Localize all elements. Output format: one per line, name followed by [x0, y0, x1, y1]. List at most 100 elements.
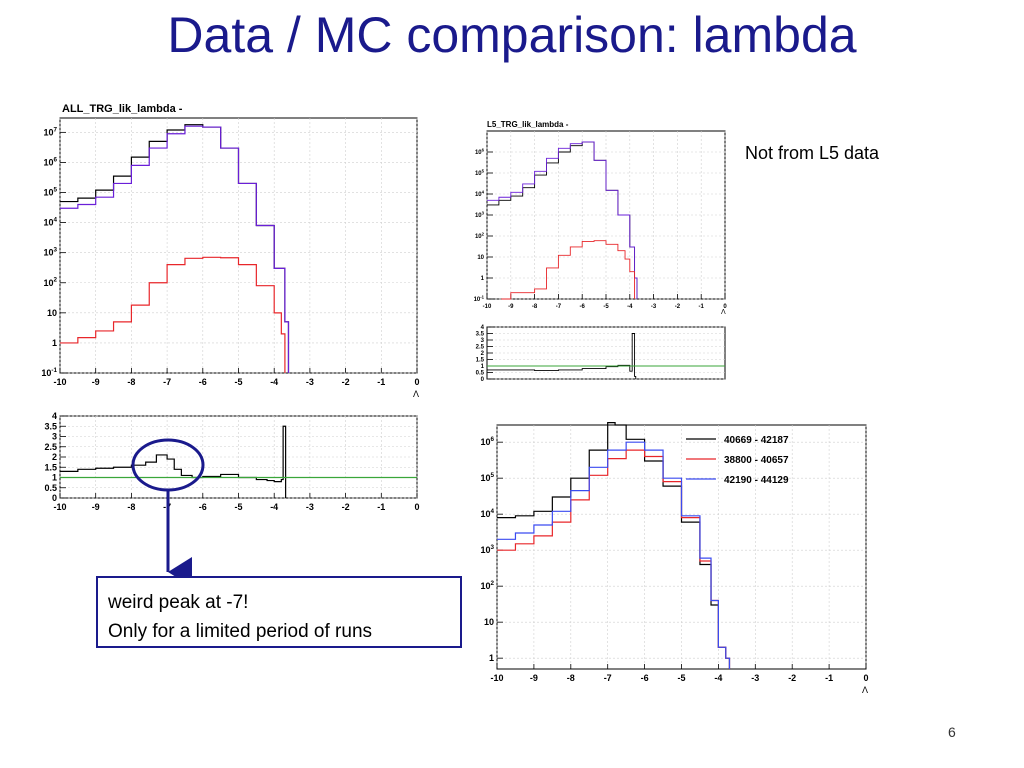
legend-label: 42190 - 44129: [724, 475, 789, 486]
chart-l5: -10 -9 -8 -7 -6 -5 -4 -3 -2 -1 010-111010210310410…: [474, 120, 728, 316]
y-tick-label: 103: [43, 247, 57, 258]
y-tick-label: 1: [489, 653, 494, 663]
chart-title: ALL_TRG_lik_lambda -: [62, 103, 183, 115]
x-tick-label: -6: [199, 377, 207, 387]
y-tick-label: 2: [52, 452, 57, 462]
y-tick-label: 103: [480, 544, 494, 555]
series-line-40669-42187: [497, 421, 731, 669]
x-tick-label: -4: [270, 502, 278, 512]
y-tick-label: 10-1: [41, 367, 57, 378]
y-tick-label: 105: [480, 472, 494, 483]
x-tick-label: -7: [556, 304, 562, 310]
note-text: Not from L5 data: [745, 143, 880, 163]
x-tick-label: -1: [377, 377, 385, 387]
series-line-red: [501, 240, 636, 300]
y-tick-label: 1.5: [44, 462, 57, 472]
y-tick-label: 106: [475, 147, 485, 156]
slide-title: Data / MC comparison: lambda: [167, 7, 857, 63]
series-line-purple: [60, 125, 290, 373]
y-tick-label: 1.5: [476, 358, 485, 364]
series-line-purple: [487, 141, 638, 299]
x-tick-label: -4: [714, 673, 722, 683]
y-tick-label: 102: [475, 231, 485, 240]
x-tick-label: -10: [53, 502, 66, 512]
x-tick-label: -3: [751, 673, 759, 683]
chart-title: L5_TRG_lik_lambda -: [487, 120, 569, 129]
y-tick-label: 0: [52, 493, 57, 503]
chart-runs: -10 -9 -8 -7 -6 -5 -4 -3 -2 -1 0110102103104105106…: [480, 421, 869, 695]
y-tick-label: 4: [481, 325, 485, 331]
callout-box: weird peak at -7! Only for a limited per…: [96, 576, 462, 648]
y-tick-label: 2: [481, 351, 485, 357]
y-tick-label: 0.5: [44, 483, 57, 493]
y-tick-label: 10: [477, 255, 484, 261]
y-tick-label: 104: [480, 508, 494, 519]
x-tick-label: -8: [127, 502, 135, 512]
x-tick-label: -1: [825, 673, 833, 683]
y-tick-label: 106: [480, 436, 494, 447]
x-tick-label: -1: [377, 502, 385, 512]
x-axis-label: Λ: [862, 685, 868, 695]
legend-label: 38800 - 40657: [724, 455, 789, 466]
x-tick-label: -3: [306, 377, 314, 387]
x-tick-label: 0: [863, 673, 868, 683]
x-tick-label: -10: [53, 377, 66, 387]
y-tick-label: 3: [52, 432, 57, 442]
x-tick-label: -1: [699, 304, 705, 310]
x-tick-label: -5: [234, 377, 242, 387]
series-line-red: [60, 256, 286, 373]
series-line-black: [487, 333, 637, 379]
x-tick-label: -10: [490, 673, 503, 683]
y-tick-label: 102: [480, 580, 494, 591]
x-tick-label: -2: [675, 304, 681, 310]
y-tick-label: 3: [481, 338, 485, 344]
x-tick-label: -4: [627, 304, 633, 310]
y-tick-label: 105: [475, 168, 485, 177]
callout-line-1: weird peak at -7!: [108, 592, 249, 613]
slide-number: 6: [948, 724, 956, 740]
y-tick-label: 0.5: [476, 371, 485, 377]
x-tick-label: -9: [530, 673, 538, 683]
y-tick-label: 1: [52, 338, 57, 348]
x-tick-label: -8: [567, 673, 575, 683]
x-tick-label: -8: [532, 304, 538, 310]
y-tick-label: 0: [481, 377, 485, 383]
y-tick-label: 105: [43, 186, 57, 197]
x-tick-label: -2: [342, 377, 350, 387]
legend-label: 40669 - 42187: [724, 435, 789, 446]
x-tick-label: -6: [199, 502, 207, 512]
x-tick-label: -4: [270, 377, 278, 387]
x-tick-label: -2: [342, 502, 350, 512]
x-tick-label: -10: [483, 304, 492, 310]
x-tick-label: 0: [414, 377, 419, 387]
y-tick-label: 102: [43, 277, 57, 288]
y-tick-label: 3.5: [476, 332, 485, 338]
x-axis-label: Λ: [721, 309, 726, 316]
x-tick-label: -5: [603, 304, 609, 310]
y-tick-label: 2.5: [44, 442, 57, 452]
y-tick-label: 10: [484, 617, 494, 627]
x-tick-label: -9: [92, 502, 100, 512]
y-tick-label: 107: [43, 126, 57, 137]
x-tick-label: -9: [92, 377, 100, 387]
y-tick-label: 104: [43, 217, 57, 228]
y-tick-label: 2.5: [476, 345, 485, 351]
x-tick-label: -5: [677, 673, 685, 683]
series-line-black: [60, 425, 287, 498]
y-tick-label: 103: [475, 210, 485, 219]
y-tick-label: 1: [52, 473, 57, 483]
x-tick-label: -6: [580, 304, 586, 310]
x-tick-label: 0: [414, 502, 419, 512]
x-tick-label: -2: [788, 673, 796, 683]
x-tick-label: -9: [508, 304, 514, 310]
x-tick-label: -3: [651, 304, 657, 310]
y-tick-label: 10-1: [474, 294, 485, 303]
x-tick-label: 0: [723, 304, 727, 310]
x-tick-label: -8: [127, 377, 135, 387]
y-tick-label: 1: [481, 364, 485, 370]
y-tick-label: 104: [475, 189, 485, 198]
x-tick-label: -7: [604, 673, 612, 683]
callout-line-2: Only for a limited period of runs: [108, 621, 373, 642]
